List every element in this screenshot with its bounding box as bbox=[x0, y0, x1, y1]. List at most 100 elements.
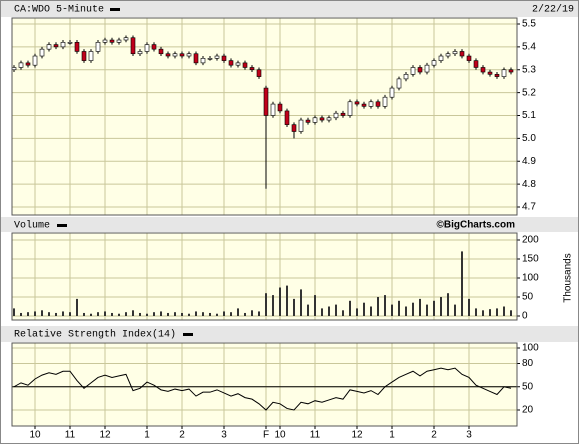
bar bbox=[286, 285, 288, 316]
candle-body bbox=[137, 51, 143, 55]
bar bbox=[447, 293, 449, 316]
candle-body bbox=[207, 58, 213, 60]
bar bbox=[433, 300, 435, 316]
candle-body bbox=[347, 101, 353, 116]
bar bbox=[321, 308, 323, 316]
candle-body bbox=[116, 39, 122, 43]
x-tick-label: 12 bbox=[351, 430, 363, 441]
date-label: 2/22/19 bbox=[532, 4, 574, 16]
bar bbox=[356, 308, 358, 316]
bar bbox=[132, 310, 134, 316]
candle-body bbox=[186, 53, 192, 57]
candle-body bbox=[25, 62, 31, 66]
x-tick-label: F bbox=[263, 430, 269, 441]
y-tick-label: 80 bbox=[522, 358, 534, 369]
plot-area bbox=[12, 343, 517, 426]
candle-body bbox=[298, 119, 304, 132]
candle-body bbox=[53, 44, 59, 48]
candle-body bbox=[235, 62, 241, 66]
bar bbox=[223, 311, 225, 316]
bar bbox=[440, 297, 442, 316]
candle-body bbox=[123, 37, 129, 41]
y-tick-label: 5.0 bbox=[522, 133, 536, 144]
legend-swatch bbox=[110, 8, 120, 11]
panel-title: Relative Strength Index(14) bbox=[14, 329, 176, 341]
bar bbox=[265, 293, 267, 316]
candle-body bbox=[305, 119, 311, 123]
bar bbox=[174, 312, 176, 316]
candle-body bbox=[431, 60, 437, 66]
candle-body bbox=[214, 55, 220, 59]
candle-body bbox=[228, 60, 234, 66]
y-tick-label: 4.9 bbox=[522, 156, 536, 167]
candle-body bbox=[263, 87, 269, 116]
bar bbox=[482, 310, 484, 316]
bar bbox=[83, 312, 85, 316]
bar bbox=[314, 295, 316, 316]
bar bbox=[293, 298, 295, 316]
y-tick-label: 50 bbox=[522, 292, 534, 303]
candle-body bbox=[81, 51, 87, 61]
bar bbox=[244, 312, 246, 316]
y-tick-label: 100 bbox=[522, 273, 539, 284]
bar bbox=[167, 312, 169, 316]
bar bbox=[342, 310, 344, 316]
candle-body bbox=[144, 44, 150, 52]
bar bbox=[41, 310, 43, 316]
bar bbox=[370, 306, 372, 316]
bar bbox=[475, 308, 477, 316]
candle-body bbox=[256, 69, 262, 77]
candle-body bbox=[487, 71, 493, 75]
bar bbox=[118, 313, 120, 316]
legend-swatch bbox=[57, 224, 67, 227]
candle-body bbox=[193, 53, 199, 64]
bar bbox=[468, 298, 470, 316]
bar bbox=[20, 312, 22, 316]
candle-body bbox=[165, 53, 171, 57]
candle-body bbox=[270, 103, 276, 116]
bar bbox=[377, 297, 379, 316]
panel-border bbox=[11, 232, 518, 321]
bar bbox=[307, 304, 309, 316]
candle-body bbox=[368, 101, 374, 107]
y-tick-label: 4.7 bbox=[522, 202, 536, 213]
x-tick-label: 11 bbox=[310, 430, 321, 441]
bar bbox=[426, 304, 428, 316]
y-tick-label: 20 bbox=[522, 405, 534, 416]
candle-body bbox=[326, 117, 332, 121]
candle-body bbox=[417, 67, 423, 73]
candle-body bbox=[67, 41, 73, 44]
candle-body bbox=[501, 69, 507, 77]
candle-body bbox=[389, 87, 395, 98]
bar bbox=[90, 313, 92, 316]
bar bbox=[216, 313, 218, 316]
bar bbox=[104, 311, 106, 316]
bar bbox=[62, 311, 64, 316]
header-bar bbox=[1, 217, 578, 232]
plot-area bbox=[12, 233, 517, 320]
candle-body bbox=[354, 101, 360, 105]
bar bbox=[489, 309, 491, 316]
candle-body bbox=[466, 55, 472, 61]
bar bbox=[496, 308, 498, 316]
bar bbox=[335, 304, 337, 316]
candle-body bbox=[403, 74, 409, 80]
bar bbox=[503, 306, 505, 316]
bar bbox=[181, 312, 183, 316]
y-tick-label: 150 bbox=[522, 254, 539, 265]
y-tick-label: 50 bbox=[522, 381, 534, 392]
candle-body bbox=[18, 62, 24, 68]
y-tick-label: 5.2 bbox=[522, 87, 536, 98]
bar bbox=[419, 298, 421, 316]
candle-body bbox=[60, 41, 66, 48]
candle-body bbox=[410, 67, 416, 75]
candle-body bbox=[172, 53, 178, 57]
bar bbox=[48, 312, 50, 316]
panel-border bbox=[11, 17, 518, 216]
bar bbox=[146, 313, 148, 316]
candle-body bbox=[249, 67, 255, 71]
x-tick-label: 2 bbox=[179, 430, 185, 441]
candle-body bbox=[333, 112, 339, 119]
plot-layers: 4.74.84.95.05.15.25.35.45.50501001502002… bbox=[11, 17, 539, 441]
bar bbox=[412, 302, 414, 316]
